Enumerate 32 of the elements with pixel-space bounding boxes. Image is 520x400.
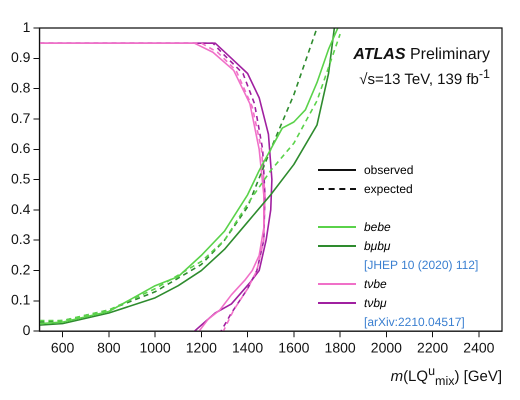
x-axis-title: m(LQ$^{u}$$_{mix}$) [GeV] bbox=[390, 364, 502, 388]
y-tick-label: 0.9 bbox=[10, 49, 31, 66]
annotation: observed bbox=[364, 162, 414, 176]
annotation: [arXiv:2210.04517] bbox=[364, 314, 465, 328]
y-tick-label: 0.7 bbox=[10, 110, 31, 126]
y-tick-label: 0 bbox=[22, 322, 31, 338]
x-tick-label: 2000 bbox=[370, 339, 402, 356]
annotation: expected bbox=[364, 182, 413, 196]
legend-label: tνbμ bbox=[364, 296, 387, 310]
legend-label: tνbe bbox=[364, 276, 387, 290]
x-tick-label: 1600 bbox=[278, 339, 310, 356]
legend-label: bebe bbox=[364, 220, 391, 234]
y-tick-label: 0.1 bbox=[10, 292, 31, 308]
x-tick-label: 2400 bbox=[463, 339, 495, 356]
y-tick-label: 0.3 bbox=[10, 231, 31, 248]
x-tick-label: 1400 bbox=[232, 339, 264, 356]
x-tick-label: 800 bbox=[97, 339, 121, 356]
y-tick-label: 0.5 bbox=[10, 170, 31, 186]
x-tick-label: 600 bbox=[50, 339, 74, 356]
y-tick-label: 0.8 bbox=[10, 80, 31, 96]
y-tick-label: 0.6 bbox=[10, 140, 31, 156]
y-tick-label: 0.2 bbox=[10, 261, 31, 278]
x-tick-label: 1800 bbox=[324, 339, 356, 356]
annotation: [JHEP 10 (2020) 112] bbox=[364, 258, 478, 272]
legend-label: bμbμ bbox=[364, 238, 390, 252]
y-tick-label: 1 bbox=[22, 18, 31, 35]
annotation: ATLAS Preliminary bbox=[353, 46, 490, 64]
x-tick-label: 1200 bbox=[186, 339, 218, 356]
annotation: √s=13 TeV, 139 fb$^{-1}$ bbox=[359, 67, 490, 88]
y-tick-label: 0.4 bbox=[10, 200, 31, 217]
x-tick-label: 1000 bbox=[140, 339, 171, 356]
x-tick-label: 2200 bbox=[417, 339, 448, 356]
